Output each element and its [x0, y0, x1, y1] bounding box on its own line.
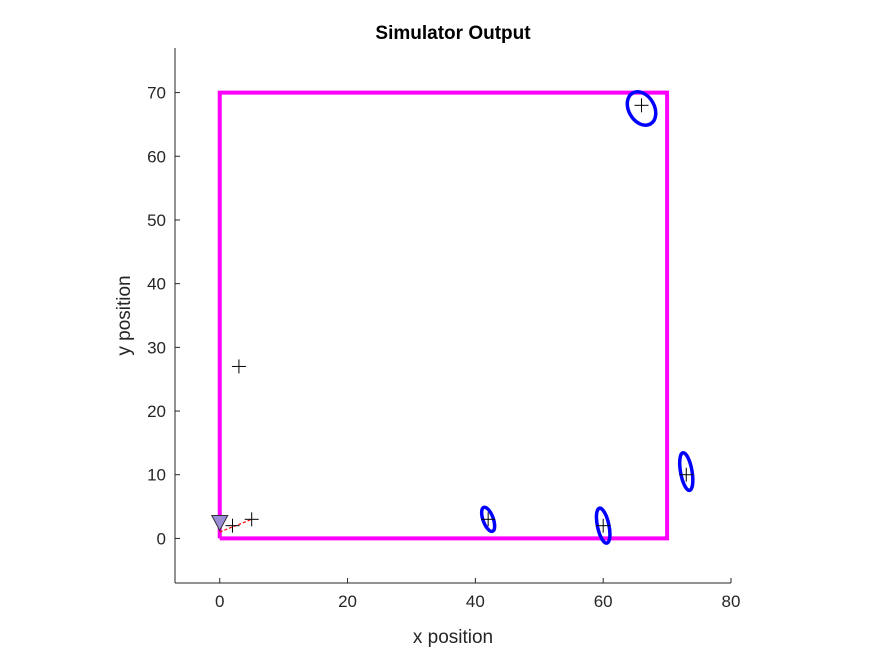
- trajectory-line: [219, 518, 252, 533]
- y-tick-label: 30: [147, 338, 166, 357]
- y-tick-label: 0: [157, 529, 166, 548]
- chart-title: Simulator Output: [375, 23, 531, 44]
- landmark-marker: [679, 467, 694, 482]
- boundary-path: [217, 90, 670, 541]
- x-axis-label: x position: [413, 627, 493, 648]
- uncertainty-ellipse: [625, 90, 658, 127]
- y-axis-label: y position: [114, 275, 135, 355]
- landmark-marker: [225, 518, 240, 533]
- y-tick-label: 60: [147, 147, 166, 166]
- landmark-marker: [634, 98, 649, 113]
- y-tick-label: 40: [147, 275, 166, 294]
- x-tick-label: 40: [466, 592, 485, 611]
- landmark-marker: [596, 518, 611, 533]
- x-tick-label: 20: [338, 592, 357, 611]
- landmark-marker: [244, 512, 259, 527]
- y-tick-label: 70: [147, 84, 166, 103]
- uncertainty-ellipse: [594, 506, 612, 545]
- y-tick-label: 20: [147, 402, 166, 421]
- x-tick-label: 80: [722, 592, 741, 611]
- landmark-markers: [225, 98, 694, 533]
- landmark-marker: [481, 512, 496, 527]
- uncertainty-ellipse: [677, 450, 695, 493]
- uncertainty-ellipses: [479, 90, 695, 545]
- uncertainty-ellipse: [479, 505, 497, 534]
- x-tick-label: 60: [594, 592, 613, 611]
- robot-marker: [210, 514, 229, 532]
- axes: 0 20 40 60 80 0 10 20 30 40 50 60 70: [147, 48, 740, 611]
- y-tick-label: 50: [147, 211, 166, 230]
- trajectory: [219, 518, 252, 533]
- y-tick-label: 10: [147, 466, 166, 485]
- x-tick-label: 0: [215, 592, 224, 611]
- landmark-marker: [231, 359, 246, 374]
- robot-triangle: [210, 514, 229, 532]
- boundary-line: [217, 90, 670, 541]
